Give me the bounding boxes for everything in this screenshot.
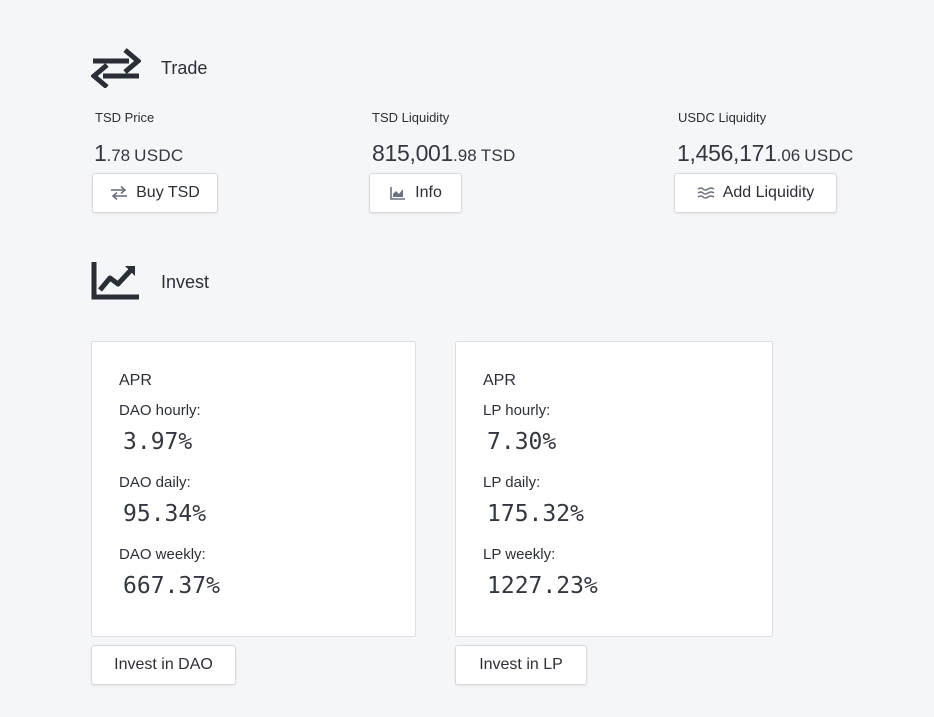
- waves-icon: [697, 185, 715, 201]
- tsd-liquidity-value: 815,001.98 TSD: [372, 140, 516, 166]
- trade-header: Trade: [90, 48, 208, 89]
- tsd-price-value: 1.78 USDC: [94, 140, 184, 166]
- invest-title: Invest: [161, 271, 210, 292]
- dao-apr-card: APR DAO hourly: 3.97% DAO daily: 95.34% …: [91, 341, 416, 637]
- swap-arrows-icon: [90, 48, 142, 89]
- add-liquidity-button[interactable]: Add Liquidity: [674, 173, 837, 213]
- chart-icon: [389, 185, 407, 201]
- lp-hourly-label: LP hourly:: [483, 402, 551, 419]
- usdc-liquidity-value: 1,456,171.06 USDC: [677, 140, 854, 166]
- usdc-liquidity-label: USDC Liquidity: [678, 110, 767, 125]
- apr-label: APR: [483, 372, 516, 389]
- trade-title: Trade: [161, 57, 208, 78]
- dao-weekly-label: DAO weekly:: [119, 546, 206, 563]
- info-button[interactable]: Info: [369, 173, 462, 213]
- lp-daily-value: 175.32%: [487, 501, 584, 527]
- lp-hourly-value: 7.30%: [487, 429, 557, 455]
- dao-hourly-value: 3.97%: [123, 429, 193, 455]
- dao-daily-label: DAO daily:: [119, 474, 191, 491]
- trend-chart-icon: [91, 262, 141, 302]
- tsd-price-label: TSD Price: [95, 110, 155, 125]
- buy-tsd-button[interactable]: Buy TSD: [92, 173, 218, 213]
- lp-weekly-value: 1227.23%: [487, 573, 598, 599]
- swap-icon: [110, 185, 128, 201]
- lp-apr-card: APR LP hourly: 7.30% LP daily: 175.32% L…: [455, 341, 773, 637]
- apr-label: APR: [119, 372, 152, 389]
- lp-weekly-label: LP weekly:: [483, 546, 556, 563]
- dao-weekly-value: 667.37%: [123, 573, 220, 599]
- invest-header: Invest: [91, 262, 209, 302]
- dao-daily-value: 95.34%: [123, 501, 207, 527]
- dao-hourly-label: DAO hourly:: [119, 402, 201, 419]
- lp-daily-label: LP daily:: [483, 474, 541, 491]
- tsd-liquidity-label: TSD Liquidity: [372, 110, 450, 125]
- invest-in-lp-button[interactable]: Invest in LP: [455, 645, 587, 685]
- invest-in-dao-button[interactable]: Invest in DAO: [91, 645, 236, 685]
